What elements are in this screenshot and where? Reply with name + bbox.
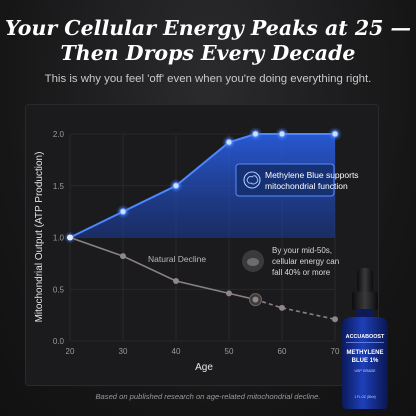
bottle-product-line-2: BLUE 1% [352, 358, 379, 364]
natural-decline-label: Natural Decline [148, 254, 206, 264]
callout-line-1: Methylene Blue supports [265, 170, 359, 180]
blue-point [172, 182, 180, 190]
product-bottle: ACCUABOOST METHYLENE BLUE 1% USP GRADE 1… [342, 268, 388, 409]
series-points [64, 127, 342, 323]
blue-point [278, 130, 286, 138]
footnote: Based on published research on age-relat… [95, 392, 321, 401]
decline-point [332, 316, 338, 323]
mid50s-annotation: By your mid-50s, cellular energy can fal… [242, 246, 339, 277]
decline-point [279, 304, 285, 311]
note-line-1: By your mid-50s, [272, 246, 332, 255]
brain-icon [243, 171, 261, 189]
y-axis-label: Mitochondrial Output (ATP Production) [34, 152, 45, 323]
note-line-3: fall 40% or more [272, 268, 331, 277]
natural-decline-line [69, 236, 256, 301]
x-tick-label: 30 [119, 347, 128, 356]
bottle-brand: ACCUABOOST [346, 334, 385, 340]
subheadline: This is why you feel 'off' even when you… [44, 73, 372, 85]
bottle-grade: USP GRADE [354, 369, 376, 373]
y-tick-label: 0.0 [53, 337, 65, 346]
decline-point [120, 253, 126, 260]
blue-area-layer [70, 134, 335, 238]
decline-point [252, 296, 259, 303]
callout-line-2: mitochondrial function [265, 181, 348, 191]
bottle-volume: 1 FL OZ (30ml) [354, 395, 376, 399]
dropper-bulb [357, 268, 373, 294]
origin-point [67, 234, 73, 241]
x-tick-label: 20 [66, 347, 75, 356]
y-tick-label: 1.5 [53, 182, 65, 191]
x-tick-label: 70 [331, 347, 340, 356]
methylene-blue-area [70, 134, 335, 238]
natural-decline-projection [255, 298, 336, 321]
x-tick-label: 60 [278, 347, 287, 356]
headline-line-2: Then Drops Every Decade [60, 41, 356, 65]
blue-point [252, 130, 259, 138]
x-tick-label: 40 [172, 347, 181, 356]
y-tick-label: 0.5 [53, 285, 65, 294]
headline-line-1: Your Cellular Energy Peaks at 25 — [4, 16, 412, 40]
blue-point [331, 130, 339, 138]
axis-ticks: 20 30 40 50 60 70 0.0 0.5 1.0 1.5 2.0 [53, 130, 340, 356]
bottle-cap [352, 292, 378, 310]
decline-point [226, 290, 232, 297]
bottle-body [342, 317, 388, 409]
bottle-product-line-1: METHYLENE [346, 350, 383, 356]
blue-point [119, 208, 127, 216]
blue-point [225, 138, 233, 146]
headline: Your Cellular Energy Peaks at 25 — Then … [0, 16, 416, 66]
methylene-blue-callout: Methylene Blue supports mitochondrial fu… [235, 163, 359, 197]
y-tick-label: 1.0 [53, 234, 65, 243]
note-line-2: cellular energy can [272, 257, 339, 266]
decline-point [173, 277, 179, 284]
x-tick-label: 50 [225, 347, 234, 356]
x-axis-label: Age [195, 362, 213, 373]
y-tick-label: 2.0 [53, 130, 65, 139]
